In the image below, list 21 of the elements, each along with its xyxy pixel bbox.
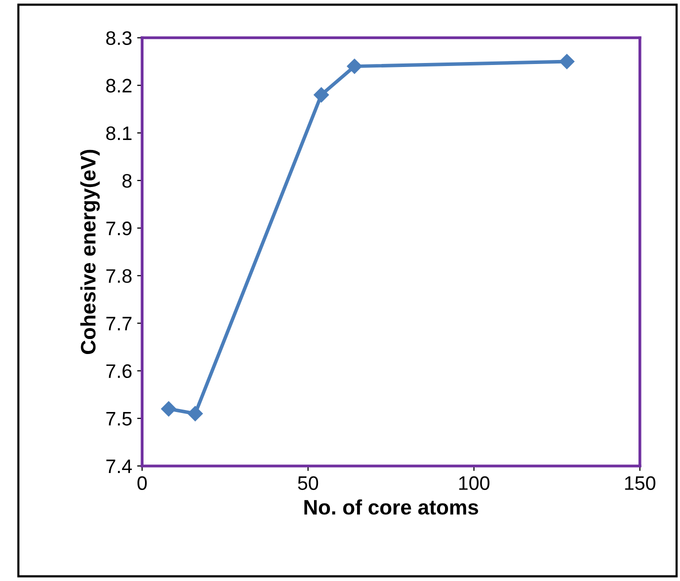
x-tick-label: 0: [137, 476, 147, 490]
y-tick-label: 7.7: [106, 316, 132, 330]
x-axis-title: No. of core atoms: [304, 499, 478, 515]
point: [161, 401, 176, 416]
point: [559, 54, 574, 70]
point: [188, 406, 203, 422]
x-tick-label: 100: [459, 476, 490, 490]
y-tick-label: 8: [122, 174, 132, 188]
y-tick-label: 8.3: [106, 31, 132, 45]
y-tick-label: 8.2: [106, 78, 132, 93]
y-tick-label: 7.4: [106, 460, 132, 474]
point: [346, 58, 362, 74]
y-tick-label: 7.5: [106, 412, 132, 426]
y-tick-label: 8.1: [106, 126, 132, 140]
x-tick-label: 150: [625, 476, 656, 490]
y-axis-title: Cohesive energy(eV): [80, 150, 100, 354]
point: [314, 87, 329, 102]
x-tick-label: 50: [298, 476, 318, 490]
y-tick-label: 7.8: [106, 269, 132, 283]
y-tick-label: 7.6: [106, 364, 132, 378]
y-tick-label: 7.9: [106, 222, 132, 236]
